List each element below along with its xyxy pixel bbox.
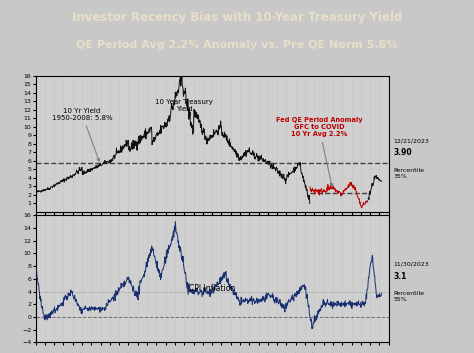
Text: Investor Recency Bias with 10-Year Treasury Yield: Investor Recency Bias with 10-Year Treas…	[72, 11, 402, 24]
Text: QE Period Avg 2.2% Anomaly vs. Pre QE Norm 5.8%: QE Period Avg 2.2% Anomaly vs. Pre QE No…	[76, 41, 398, 50]
Text: 10 Year Treasury
Yield: 10 Year Treasury Yield	[155, 99, 213, 112]
Text: 3.90: 3.90	[393, 148, 412, 156]
Text: Percentile
35%: Percentile 35%	[393, 168, 424, 179]
Text: 3.1: 3.1	[393, 272, 407, 281]
Text: Fed QE Period Anomaly
GFC to COVID
10 Yr Avg 2.2%: Fed QE Period Anomaly GFC to COVID 10 Yr…	[276, 117, 362, 187]
Text: 10 Yr Yield
1950-2008: 5.8%: 10 Yr Yield 1950-2008: 5.8%	[52, 108, 112, 161]
Text: Percentile
55%: Percentile 55%	[393, 291, 424, 302]
Text: 11/30/2023: 11/30/2023	[393, 261, 429, 266]
Text: CPI Inflation: CPI Inflation	[189, 284, 235, 293]
Text: 12/21/2023: 12/21/2023	[393, 139, 429, 144]
